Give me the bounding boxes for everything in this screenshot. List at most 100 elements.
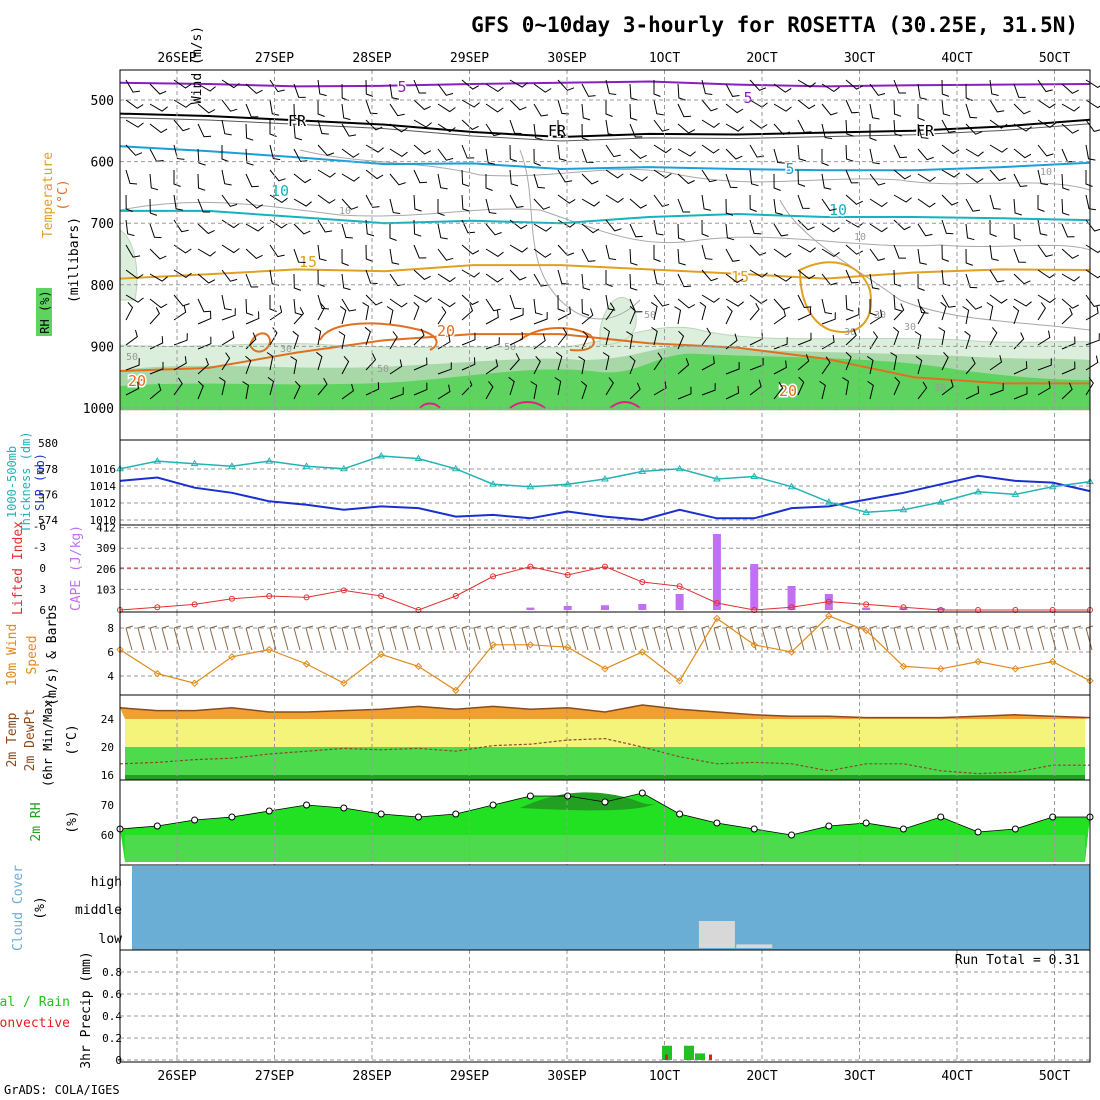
slp-tick: 1014 <box>90 480 117 493</box>
wind-barb <box>437 273 456 283</box>
wind-barb <box>245 355 252 375</box>
wind-barb <box>149 383 162 400</box>
wind-barb <box>509 194 524 208</box>
wind-barb <box>173 356 187 371</box>
rh-label: 50 <box>644 310 656 321</box>
wind-barb <box>149 307 160 325</box>
surface-barb-flag <box>221 625 230 629</box>
wind-barb <box>197 380 204 400</box>
rh-marker <box>638 789 646 797</box>
wind-barb <box>1037 380 1051 396</box>
thickness-marker <box>787 482 796 490</box>
wind-barb <box>773 103 792 112</box>
wind-barb <box>821 173 832 190</box>
wind-barb <box>869 248 886 261</box>
wind-barb <box>581 223 600 234</box>
surface-barb <box>845 627 853 651</box>
li-tick: 3 <box>39 583 46 596</box>
wind-speed-marker <box>228 653 236 661</box>
surface-barb <box>245 627 253 651</box>
wind-barb <box>389 83 400 100</box>
wind-barb <box>461 357 476 371</box>
surface-barb <box>1037 627 1045 651</box>
rain-bar <box>662 1045 672 1060</box>
surface-barb <box>149 627 157 651</box>
surface-barb-flag <box>569 625 578 629</box>
wind-barb <box>461 294 479 306</box>
surface-barb <box>773 627 781 651</box>
wind-barb <box>725 103 744 114</box>
wind-barb <box>1013 248 1026 263</box>
wind-barb <box>339 305 347 325</box>
rh-marker <box>713 819 721 827</box>
temp-band-yellow <box>125 719 1085 747</box>
surface-barb <box>353 627 361 651</box>
wind-barb <box>221 308 236 321</box>
wind-barb <box>725 123 744 132</box>
thickness-marker <box>638 467 647 474</box>
wind-barb <box>965 148 984 157</box>
x-label-top: 28SEP <box>352 51 391 66</box>
precip-tick: 0.2 <box>102 1032 122 1045</box>
wind-barb <box>269 305 283 321</box>
wind-barb <box>173 79 192 89</box>
wind-barb <box>557 327 568 346</box>
wind-barb <box>581 103 591 121</box>
contour-label: FR <box>548 122 567 140</box>
wind-barb <box>941 144 960 155</box>
wind-unit-label: Wind (m/s) <box>190 26 205 104</box>
wind-barb <box>653 219 664 236</box>
wind-barb <box>485 310 499 325</box>
wind-barb <box>821 356 831 375</box>
wind-barb <box>821 298 833 315</box>
wind-barb <box>581 148 594 163</box>
thickness-marker <box>563 480 572 487</box>
wind-barb <box>821 149 829 166</box>
wind-barb <box>1085 119 1100 132</box>
wind-barb <box>125 119 144 128</box>
wind-barb <box>629 148 647 159</box>
wind-barb <box>413 269 431 280</box>
wind-tick: 6 <box>107 646 114 659</box>
wind-barb <box>605 377 614 396</box>
wind-barb <box>125 358 140 371</box>
wind-barb <box>533 148 541 166</box>
thickness-marker <box>302 462 311 469</box>
wind-barb <box>125 269 144 279</box>
wind-barb <box>725 198 734 216</box>
wind-barb <box>557 169 573 183</box>
wind-barb <box>125 169 138 185</box>
rh-marker <box>526 792 534 800</box>
wind-barb <box>461 144 475 159</box>
surface-barb <box>209 627 217 651</box>
wind-speed-marker <box>601 665 609 673</box>
thickness-marker <box>750 472 759 479</box>
wind-barb <box>149 198 158 216</box>
surface-barb-flag <box>281 625 290 629</box>
wind-barb <box>821 223 840 233</box>
wind-barb <box>1013 148 1032 159</box>
surface-barb-flag <box>377 625 386 629</box>
surface-barb <box>641 627 649 651</box>
wind-barb <box>725 305 733 325</box>
wind-speed-marker <box>563 643 572 651</box>
wind-barb <box>893 79 907 94</box>
surface-barb <box>797 627 805 651</box>
cloud-unit: (%) <box>33 896 48 919</box>
surface-barb <box>569 627 577 651</box>
wind-barb <box>317 219 333 233</box>
wind-barb <box>461 332 476 346</box>
wind-barb <box>819 380 826 400</box>
wind-barb <box>197 298 211 313</box>
wind-barb <box>1085 294 1100 307</box>
isotherm-plus5 <box>119 145 1091 172</box>
thickness-marker <box>824 498 833 505</box>
wind-barb <box>125 144 143 156</box>
wind-barb <box>581 123 590 141</box>
surface-barb <box>173 627 181 651</box>
thickness-tick: 580 <box>38 437 58 450</box>
wind-barb <box>1061 361 1076 375</box>
rh-label: 30 <box>934 383 946 394</box>
wind-barb <box>989 355 1003 371</box>
wind-barb <box>869 173 886 186</box>
